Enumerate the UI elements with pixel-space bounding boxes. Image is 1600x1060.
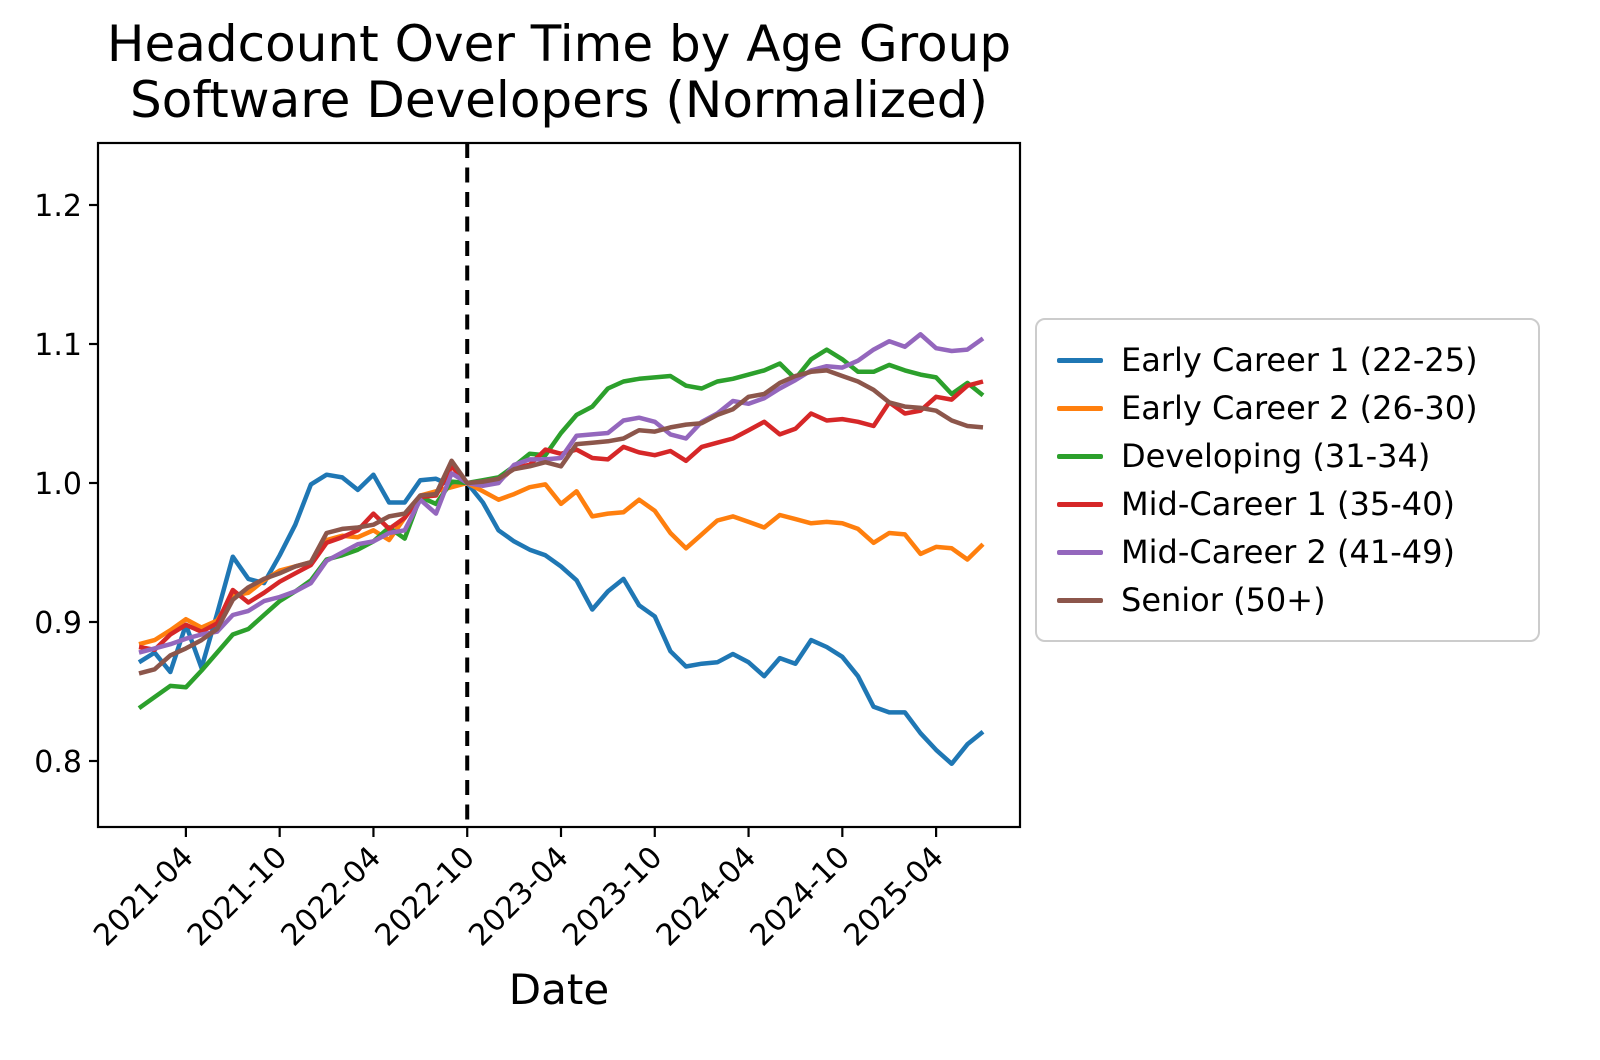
legend-label: Mid-Career 2 (41-49) — [1121, 533, 1455, 571]
legend-item: Early Career 2 (26-30) — [1057, 384, 1518, 432]
legend: Early Career 1 (22-25) Early Career 2 (26… — [1035, 318, 1540, 642]
legend-line-swatch — [1057, 597, 1103, 603]
series-line — [138, 480, 985, 647]
y-tick-label: 0.9 — [34, 606, 82, 641]
x-tick-label: 2022-10 — [368, 840, 481, 953]
legend-line-swatch — [1057, 453, 1103, 459]
series-line — [137, 472, 985, 767]
legend-label: Mid-Career 1 (35-40) — [1121, 485, 1455, 523]
y-tick-label: 0.8 — [34, 745, 82, 780]
series-line — [138, 332, 985, 655]
chart-title: Headcount Over Time by Age Group Softwar… — [98, 16, 1020, 128]
legend-item: Developing (31-34) — [1057, 432, 1518, 480]
legend-item: Mid-Career 2 (41-49) — [1057, 528, 1518, 576]
legend-line-swatch — [1057, 405, 1103, 411]
y-tick-label: 1.2 — [34, 189, 82, 224]
legend-label: Early Career 2 (26-30) — [1121, 389, 1478, 427]
series-line — [138, 368, 984, 676]
legend-item: Early Career 1 (22-25) — [1057, 336, 1518, 384]
legend-line-swatch — [1057, 501, 1103, 507]
y-tick-label: 1.1 — [34, 328, 82, 363]
series-line — [138, 379, 984, 653]
x-axis-label: Date — [508, 965, 610, 1014]
x-tick-label: 2025-04 — [837, 840, 950, 953]
legend-line-swatch — [1057, 549, 1103, 555]
legend-item: Senior (50+) — [1057, 576, 1518, 624]
series-line — [137, 347, 985, 711]
legend-label: Senior (50+) — [1121, 581, 1326, 619]
y-tick-label: 1.0 — [34, 467, 82, 502]
legend-item: Mid-Career 1 (35-40) — [1057, 480, 1518, 528]
x-tick-label: 2024-10 — [744, 840, 857, 953]
x-tick-label: 2022-04 — [275, 840, 388, 953]
x-tick-label: 2024-04 — [650, 840, 763, 953]
x-tick-label: 2023-04 — [462, 840, 575, 953]
legend-line-swatch — [1057, 357, 1103, 363]
x-tick-label: 2021-04 — [87, 840, 200, 953]
x-tick-label: 2023-10 — [556, 840, 669, 953]
chart-title-line2: Software Developers (Normalized) — [130, 71, 988, 129]
plot-frame — [96, 141, 1022, 829]
x-tick-label: 2021-10 — [181, 840, 294, 953]
legend-label: Developing (31-34) — [1121, 437, 1431, 475]
chart-title-line1: Headcount Over Time by Age Group — [106, 15, 1012, 73]
legend-label: Early Career 1 (22-25) — [1121, 341, 1478, 379]
